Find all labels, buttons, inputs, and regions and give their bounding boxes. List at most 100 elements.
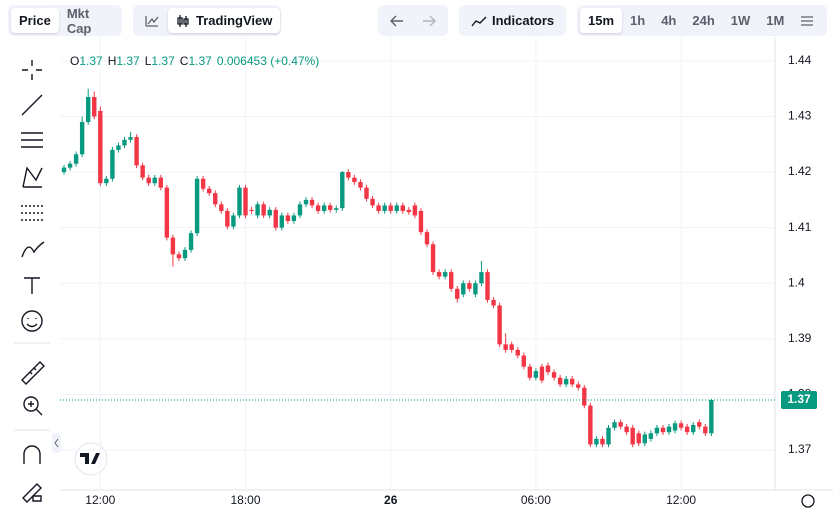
candle-body bbox=[430, 244, 436, 273]
timeframe-button[interactable]: 15m bbox=[580, 8, 623, 33]
candle-body bbox=[551, 372, 557, 378]
lock-tool[interactable] bbox=[22, 483, 42, 503]
candle-body bbox=[219, 204, 224, 211]
text-tool[interactable] bbox=[24, 277, 40, 294]
candle-body bbox=[273, 209, 278, 228]
timeframe-button[interactable]: 1h bbox=[630, 13, 646, 28]
indicators-label: Indicators bbox=[492, 13, 555, 28]
line-chart-button[interactable] bbox=[136, 8, 168, 33]
candle-body bbox=[261, 204, 266, 216]
y-tick-label: 1.41 bbox=[788, 220, 812, 234]
candle-body bbox=[79, 122, 85, 155]
candle-body bbox=[321, 205, 327, 211]
candle-body bbox=[539, 366, 545, 381]
candle-body bbox=[527, 366, 533, 378]
candle-body bbox=[309, 199, 315, 206]
candle-body bbox=[370, 198, 375, 206]
zoom-plus bbox=[28, 401, 43, 416]
collapse-arrow bbox=[54, 438, 59, 448]
timeframe-button[interactable]: 1M bbox=[766, 13, 785, 28]
brush-tool[interactable] bbox=[21, 241, 45, 258]
ohlc-key: H bbox=[108, 54, 117, 68]
candle-body bbox=[388, 205, 393, 211]
candle-body bbox=[285, 215, 291, 221]
candle-body bbox=[122, 139, 127, 146]
candle-body bbox=[364, 187, 369, 199]
chart-settings-button[interactable] bbox=[792, 8, 822, 33]
ohlc-key: L bbox=[145, 54, 152, 68]
candle-body bbox=[533, 371, 539, 378]
candle-body bbox=[382, 205, 387, 211]
candle-body bbox=[164, 187, 170, 238]
grid bbox=[60, 37, 775, 490]
zoom-tool[interactable] bbox=[23, 396, 39, 412]
candle-body bbox=[636, 433, 641, 444]
candle-body bbox=[152, 177, 157, 184]
candle-body bbox=[467, 283, 472, 289]
candle-body bbox=[376, 205, 381, 211]
candle-body bbox=[182, 249, 188, 259]
redo-button[interactable] bbox=[421, 14, 437, 28]
candle-body bbox=[73, 154, 79, 164]
candle-body bbox=[267, 209, 272, 216]
y-tick-label: 1.39 bbox=[788, 331, 812, 345]
mkt-cap-button[interactable]: Mkt Cap bbox=[66, 5, 92, 36]
candle-body bbox=[188, 233, 194, 250]
undo-button[interactable] bbox=[389, 14, 405, 28]
candle-body bbox=[582, 387, 587, 406]
candle-body bbox=[67, 163, 73, 168]
candle-body bbox=[200, 178, 206, 189]
trendline-tool[interactable] bbox=[21, 94, 43, 116]
x-tick-label: 18:00 bbox=[230, 493, 260, 507]
settings-button[interactable] bbox=[801, 494, 815, 508]
magnet-tool[interactable] bbox=[23, 445, 41, 464]
ohlc-key: C bbox=[180, 54, 189, 68]
candle-body bbox=[624, 426, 629, 433]
candle-body bbox=[358, 182, 363, 188]
crosshair-tool[interactable] bbox=[22, 60, 42, 80]
candle-body bbox=[642, 434, 647, 444]
pattern-tool[interactable] bbox=[22, 166, 43, 188]
ruler-tool[interactable] bbox=[21, 361, 45, 385]
candle-body bbox=[449, 272, 454, 289]
candle-body bbox=[503, 344, 508, 350]
ohlc-change: 0.006453 (+0.47%) bbox=[217, 54, 319, 68]
tv-logo[interactable] bbox=[74, 442, 108, 476]
emoji-face bbox=[26, 318, 38, 328]
chart-type-group: TradingView bbox=[133, 5, 281, 36]
candle-body bbox=[491, 299, 496, 306]
timeframe-button[interactable]: 1W bbox=[730, 13, 751, 28]
emoji-tool[interactable] bbox=[21, 310, 43, 332]
candle-body bbox=[140, 165, 145, 178]
candle-body bbox=[697, 422, 702, 427]
indicators-button[interactable]: Indicators bbox=[462, 8, 562, 33]
y-tick-label: 1.4 bbox=[788, 275, 805, 289]
candle-body bbox=[660, 427, 666, 433]
candle-body bbox=[666, 426, 672, 433]
candle-body bbox=[418, 210, 424, 233]
candle-body bbox=[104, 178, 109, 184]
candle-body bbox=[213, 193, 218, 205]
tradingview-button[interactable]: TradingView bbox=[168, 8, 281, 33]
candle-body bbox=[436, 272, 442, 277]
candle-body bbox=[576, 384, 581, 388]
candle-body bbox=[297, 204, 303, 216]
fib-tool[interactable] bbox=[21, 132, 43, 148]
candle-body bbox=[703, 426, 708, 434]
collapse-button[interactable] bbox=[52, 433, 61, 453]
candle-body bbox=[521, 355, 526, 367]
timeframe-button[interactable]: 24h bbox=[692, 13, 715, 28]
timeframe-button[interactable]: 4h bbox=[661, 13, 677, 28]
candle-body bbox=[225, 210, 230, 227]
candle-body bbox=[340, 172, 345, 209]
candle-body bbox=[207, 188, 212, 194]
candle-body bbox=[400, 205, 405, 211]
candle-body bbox=[691, 424, 696, 433]
prediction-tool[interactable] bbox=[21, 205, 43, 221]
candle-body bbox=[291, 215, 297, 221]
candle-body bbox=[237, 187, 242, 216]
candle-body bbox=[134, 137, 139, 166]
candle-body bbox=[497, 305, 502, 345]
price-button[interactable]: Price bbox=[11, 8, 59, 33]
